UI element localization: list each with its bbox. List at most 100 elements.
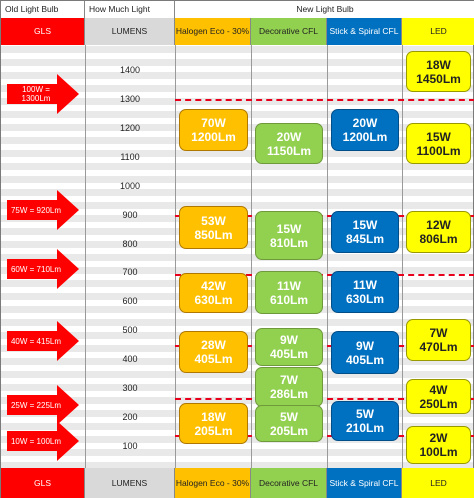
halogen-lumens: 205Lm [194, 423, 233, 438]
decorative-cfl-bulb-box: 7W 286Lm [255, 367, 323, 407]
halogen-column-footer: Halogen Eco - 30% [175, 468, 251, 498]
red-arrow-icon [7, 190, 79, 230]
spiral-cfl-bulb-box: 9W 405Lm [331, 331, 399, 374]
red-arrow-icon [7, 321, 79, 361]
lumen-scale-label: 300 [122, 383, 138, 394]
led-lumens: 1100Lm [416, 143, 461, 158]
lumen-scale-label: 100 [122, 441, 138, 451]
led-watts: 18W [426, 57, 451, 72]
led-watts: 12W [426, 218, 451, 232]
how-much-light-header: How Much Light [85, 1, 175, 18]
red-arrow-icon [7, 249, 79, 289]
halogen-bulb-box: 28W 405Lm [179, 331, 248, 373]
spiral-cfl-watts: 9W [356, 338, 374, 353]
led-lumens: 1450Lm [416, 71, 461, 86]
stick-spiral-cfl-column-footer: Stick & Spiral CFL [327, 468, 402, 498]
decorative-cfl-lumens: 286Lm [269, 387, 309, 401]
led-lumens: 470Lm [419, 340, 458, 354]
led-column-footer: LED [402, 468, 474, 498]
reference-dashed-line [175, 99, 474, 101]
arrow-shape [7, 421, 79, 461]
red-arrow-icon [7, 385, 79, 425]
led-bulb-box: 4W 250Lm [406, 379, 471, 414]
led-bulb-box: 18W 1450Lm [406, 51, 471, 92]
halogen-lumens: 1200Lm [191, 130, 236, 144]
reference-dashed-line [175, 435, 474, 437]
halogen-watts: 28W [201, 338, 226, 352]
gls-arrow: 100W = 1300Lm [7, 74, 79, 114]
halogen-lumens: 405Lm [194, 352, 233, 366]
lumen-scale-label: 700 [122, 267, 138, 278]
old-bulb-header: Old Light Bulb [1, 1, 85, 18]
spiral-cfl-bulb-box: 15W 845Lm [331, 211, 399, 253]
spiral-cfl-lumens: 210Lm [345, 421, 385, 435]
gls-arrow: 75W = 920Lm [7, 190, 79, 230]
red-arrow-icon [7, 74, 79, 114]
arrow-shape [7, 321, 79, 361]
halogen-watts: 18W [201, 409, 226, 424]
decorative-cfl-watts: 15W [276, 221, 302, 236]
decorative-cfl-bulb-box: 5W 205Lm [255, 405, 323, 442]
gls-column-header: GLS [1, 18, 85, 45]
gls-arrow-label: 25W = 225Lm [10, 400, 62, 410]
decorative-cfl-lumens: 810Lm [269, 235, 309, 250]
halogen-bulb-box: 70W 1200Lm [179, 109, 248, 151]
led-watts: 7W [429, 326, 448, 340]
column-divider [402, 1, 403, 498]
red-arrow-icon [7, 421, 79, 461]
decorative-cfl-bulb-box: 15W 810Lm [255, 211, 323, 260]
spiral-cfl-watts: 15W [352, 218, 378, 232]
lumen-scale-label: 400 [122, 354, 138, 365]
gls-arrow: 40W = 415Lm [7, 321, 79, 361]
led-bulb-box: 2W 100Lm [406, 426, 471, 464]
led-watts: 15W [426, 129, 451, 144]
halogen-watts: 42W [201, 279, 226, 293]
column-divider [175, 1, 176, 498]
lumen-scale-label: 1300 [119, 93, 141, 104]
lumen-scale-label: 500 [122, 325, 138, 336]
lumen-scale-label: 900 [122, 209, 138, 220]
lumens-column-footer: LUMENS [85, 468, 175, 498]
led-lumens: 100Lm [419, 445, 458, 459]
led-lumens: 806Lm [419, 232, 458, 246]
decorative-cfl-watts: 20W [276, 129, 302, 144]
gls-arrow: 25W = 225Lm [7, 385, 79, 425]
led-watts: 2W [429, 431, 448, 445]
decorative-cfl-column-header: Decorative CFL [251, 18, 327, 45]
spiral-cfl-watts: 11W [352, 278, 377, 292]
decorative-cfl-lumens: 205Lm [269, 423, 309, 438]
reference-dashed-line [175, 215, 474, 217]
halogen-lumens: 630Lm [194, 293, 233, 307]
gls-arrow: 10W = 100Lm [7, 421, 79, 461]
decorative-cfl-column-footer: Decorative CFL [251, 468, 327, 498]
lumen-scale-label: 200 [122, 412, 138, 423]
arrow-shape [7, 74, 79, 114]
gls-arrow-label: 10W = 100Lm [10, 436, 62, 446]
decorative-cfl-lumens: 405Lm [269, 347, 309, 361]
arrow-shape [7, 385, 79, 425]
reference-dashed-line [175, 274, 474, 276]
decorative-cfl-watts: 11W [276, 278, 301, 293]
lumen-scale-label: 1200 [119, 122, 141, 133]
spiral-cfl-lumens: 630Lm [345, 292, 385, 306]
gls-arrow-label: 100W = 1300Lm [21, 85, 51, 103]
spiral-cfl-watts: 20W [352, 116, 378, 130]
spiral-cfl-watts: 5W [356, 407, 374, 421]
led-bulb-box: 12W 806Lm [406, 211, 471, 253]
column-divider [251, 1, 252, 498]
led-bulb-box: 7W 470Lm [406, 319, 471, 361]
halogen-bulb-box: 42W 630Lm [179, 273, 248, 313]
column-divider [85, 1, 86, 498]
lumen-scale-label: 1100 [120, 151, 140, 162]
spiral-cfl-lumens: 1200Lm [342, 130, 388, 144]
lumen-scale-label: 1000 [119, 180, 141, 191]
column-divider [327, 1, 328, 498]
stick-spiral-cfl-column-header: Stick & Spiral CFL [327, 18, 402, 45]
spiral-cfl-lumens: 845Lm [345, 232, 385, 246]
spiral-cfl-lumens: 405Lm [345, 352, 385, 367]
lumens-column-header: LUMENS [85, 18, 175, 45]
gls-arrow-label: 40W = 415Lm [10, 336, 62, 346]
halogen-watts: 70W [201, 116, 226, 130]
new-bulb-header: New Light Bulb [175, 1, 474, 18]
